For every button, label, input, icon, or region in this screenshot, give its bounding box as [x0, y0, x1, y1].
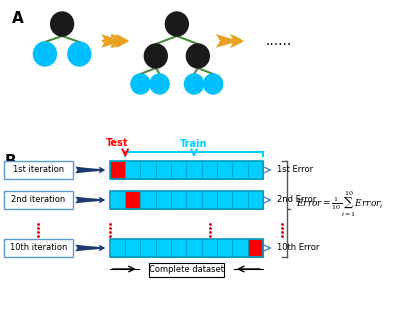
FancyBboxPatch shape [156, 161, 171, 179]
Circle shape [51, 12, 74, 36]
FancyBboxPatch shape [171, 161, 186, 179]
FancyBboxPatch shape [149, 263, 224, 277]
FancyBboxPatch shape [248, 239, 263, 257]
FancyBboxPatch shape [186, 239, 202, 257]
FancyBboxPatch shape [202, 239, 217, 257]
FancyBboxPatch shape [248, 191, 263, 209]
Circle shape [68, 42, 91, 66]
FancyBboxPatch shape [110, 239, 125, 257]
FancyBboxPatch shape [125, 191, 140, 209]
FancyBboxPatch shape [110, 191, 125, 209]
FancyBboxPatch shape [140, 161, 156, 179]
FancyBboxPatch shape [4, 161, 73, 179]
Text: $Error=\frac{1}{10}\sum_{i=1}^{10}Error_i$: $Error=\frac{1}{10}\sum_{i=1}^{10}Error_… [296, 189, 384, 219]
Text: ......: ...... [266, 34, 292, 48]
Circle shape [34, 42, 56, 66]
Text: B: B [5, 154, 16, 169]
Text: 1st Error: 1st Error [277, 166, 313, 174]
FancyBboxPatch shape [156, 191, 171, 209]
Circle shape [186, 44, 209, 68]
Text: Test: Test [106, 138, 129, 148]
FancyBboxPatch shape [202, 191, 217, 209]
FancyBboxPatch shape [4, 191, 73, 209]
FancyBboxPatch shape [125, 239, 140, 257]
FancyBboxPatch shape [171, 191, 186, 209]
FancyBboxPatch shape [4, 239, 73, 257]
Text: 2nd iteration: 2nd iteration [11, 196, 65, 204]
Circle shape [131, 74, 150, 94]
Text: A: A [12, 11, 23, 26]
Circle shape [184, 74, 204, 94]
Text: 10th iteration: 10th iteration [10, 243, 67, 253]
FancyBboxPatch shape [248, 161, 263, 179]
FancyBboxPatch shape [110, 161, 125, 179]
FancyBboxPatch shape [217, 161, 232, 179]
FancyBboxPatch shape [125, 161, 140, 179]
FancyBboxPatch shape [232, 191, 248, 209]
Circle shape [204, 74, 223, 94]
FancyBboxPatch shape [140, 191, 156, 209]
FancyBboxPatch shape [232, 161, 248, 179]
FancyBboxPatch shape [171, 239, 186, 257]
FancyBboxPatch shape [217, 239, 232, 257]
FancyBboxPatch shape [186, 161, 202, 179]
Text: 10th Error: 10th Error [277, 243, 320, 253]
FancyBboxPatch shape [156, 239, 171, 257]
Text: Train: Train [180, 139, 208, 149]
FancyBboxPatch shape [140, 239, 156, 257]
Circle shape [144, 44, 167, 68]
FancyBboxPatch shape [232, 239, 248, 257]
FancyBboxPatch shape [186, 191, 202, 209]
Text: Complete dataset: Complete dataset [149, 265, 224, 275]
Text: 1st iteration: 1st iteration [13, 166, 64, 174]
FancyBboxPatch shape [202, 161, 217, 179]
Circle shape [150, 74, 169, 94]
Text: 2nd Error: 2nd Error [277, 196, 316, 204]
FancyBboxPatch shape [217, 191, 232, 209]
Circle shape [165, 12, 188, 36]
